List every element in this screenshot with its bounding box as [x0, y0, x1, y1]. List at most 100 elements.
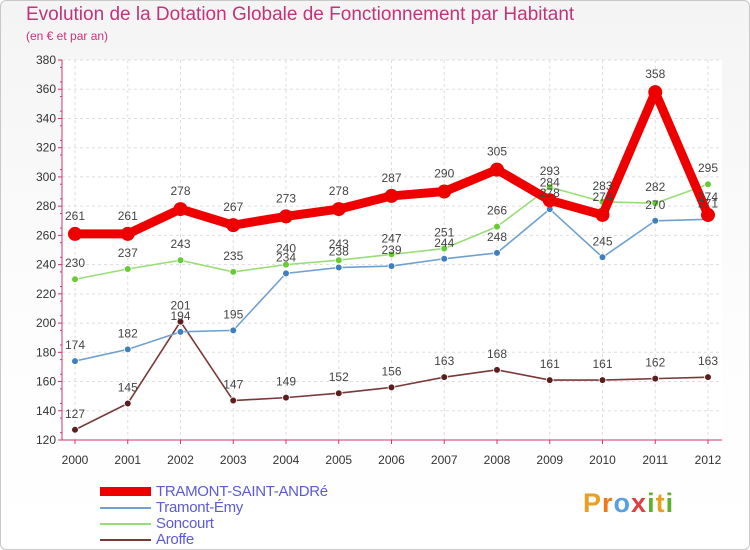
data-point-tramont-saint-andre — [68, 226, 82, 241]
x-tick-label: 2008 — [484, 453, 511, 467]
data-label-soncourt: 295 — [698, 161, 718, 175]
x-tick-label: 2003 — [220, 453, 247, 467]
data-label-soncourt: 243 — [170, 237, 190, 251]
data-point-aroffe — [440, 373, 449, 381]
logo-letter: r — [602, 488, 614, 518]
data-point-tramont-emy — [493, 249, 501, 257]
data-label-tramont-saint-andre: 278 — [329, 184, 349, 198]
data-label-tramont-saint-andre: 278 — [170, 184, 190, 198]
data-label-tramont-emy: 234 — [276, 250, 296, 264]
legend-label-soncourt: Soncourt — [156, 515, 214, 532]
data-label-aroffe: 149 — [276, 375, 296, 389]
data-point-soncourt — [704, 180, 712, 189]
x-tick-label: 2005 — [325, 453, 352, 467]
y-tick-label: 360 — [36, 82, 56, 96]
data-point-tramont-emy — [229, 326, 238, 335]
data-label-tramont-saint-andre: 358 — [645, 67, 665, 81]
data-label-tramont-emy: 194 — [170, 309, 190, 323]
data-point-soncourt — [282, 260, 290, 269]
data-label-aroffe: 168 — [487, 347, 507, 361]
x-tick-label: 2010 — [589, 453, 616, 467]
logo-letter: i — [647, 488, 656, 518]
data-point-tramont-saint-andre — [120, 226, 135, 241]
data-point-aroffe — [598, 376, 607, 384]
data-point-tramont-emy — [598, 253, 607, 262]
logo-letter: t — [655, 488, 666, 518]
data-point-tramont-emy — [651, 216, 660, 225]
data-point-tramont-emy — [334, 263, 343, 272]
data-label-tramont-emy: 248 — [487, 230, 507, 244]
data-label-tramont-saint-andre: 261 — [65, 209, 85, 223]
data-label-soncourt: 240 — [276, 242, 296, 256]
x-tick-label: 2004 — [273, 453, 300, 467]
data-point-tramont-saint-andre — [542, 193, 557, 208]
data-label-aroffe: 163 — [698, 354, 718, 368]
x-tick-label: 2011 — [642, 453, 668, 467]
data-point-soncourt — [334, 256, 343, 265]
data-point-tramont-saint-andre — [701, 207, 715, 222]
data-point-tramont-saint-andre — [173, 202, 188, 217]
legend-label-aroffe: Aroffe — [156, 531, 194, 548]
y-tick-label: 340 — [36, 111, 56, 125]
y-tick-label: 380 — [36, 53, 56, 67]
data-point-tramont-emy — [176, 328, 185, 336]
data-label-tramont-saint-andre: 290 — [434, 167, 454, 181]
data-label-soncourt: 283 — [592, 179, 612, 193]
data-point-soncourt — [71, 275, 79, 284]
data-label-soncourt: 237 — [118, 246, 138, 260]
data-label-tramont-emy: 195 — [223, 307, 243, 321]
data-label-tramont-emy: 278 — [540, 186, 560, 200]
legend-swatch-soncourt — [100, 523, 151, 525]
data-point-tramont-saint-andre — [279, 209, 293, 224]
data-label-tramont-emy: 244 — [434, 236, 454, 250]
data-label-aroffe: 152 — [329, 370, 349, 384]
data-point-soncourt — [440, 244, 449, 253]
data-label-tramont-saint-andre: 284 — [540, 175, 560, 189]
data-label-tramont-saint-andre: 273 — [276, 191, 296, 205]
data-label-aroffe: 161 — [592, 357, 612, 371]
legend-swatch-tramont-saint-andre — [100, 487, 151, 496]
data-label-aroffe: 127 — [65, 407, 85, 421]
data-point-soncourt — [176, 256, 185, 265]
data-point-tramont-saint-andre — [648, 85, 663, 100]
data-point-soncourt — [123, 265, 132, 273]
legend-label-tramont-saint-andre: TRAMONT-SAINT-ANDRé — [156, 483, 328, 500]
data-label-aroffe: 163 — [434, 354, 454, 368]
logo-letter: x — [631, 488, 648, 518]
data-label-tramont-saint-andre: 274 — [698, 190, 718, 204]
data-label-soncourt: 235 — [223, 249, 243, 263]
data-label-aroffe: 147 — [223, 378, 243, 392]
data-point-aroffe — [71, 425, 79, 434]
data-point-tramont-saint-andre — [384, 188, 399, 203]
data-label-tramont-emy: 271 — [698, 196, 718, 210]
y-tick-label: 240 — [36, 258, 56, 272]
data-point-aroffe — [334, 389, 343, 398]
data-point-aroffe — [282, 393, 290, 402]
y-tick-label: 200 — [36, 316, 56, 330]
data-label-tramont-emy: 238 — [329, 245, 349, 259]
data-point-soncourt — [545, 183, 554, 191]
y-tick-label: 140 — [36, 404, 56, 418]
data-point-soncourt — [229, 268, 238, 276]
data-label-tramont-saint-andre: 305 — [487, 145, 507, 159]
legend-swatch-aroffe — [100, 539, 151, 541]
data-label-tramont-emy: 245 — [592, 234, 612, 248]
data-point-aroffe — [123, 399, 132, 408]
y-tick-label: 320 — [36, 141, 56, 155]
legend-label-tramont-emy: Tramont-Émy — [156, 499, 243, 516]
logo-letter: o — [613, 488, 632, 518]
data-point-tramont-saint-andre — [226, 218, 241, 233]
data-point-tramont-saint-andre — [437, 184, 452, 199]
chart-title: Evolution de la Dotation Globale de Fonc… — [26, 4, 575, 25]
proxiti-logo: Proxiti — [583, 488, 674, 519]
x-tick-label: 2002 — [167, 453, 194, 467]
data-point-tramont-emy — [71, 357, 79, 365]
data-point-aroffe — [229, 396, 238, 405]
data-label-soncourt: 247 — [381, 231, 401, 245]
x-tick-label: 2000 — [62, 453, 89, 467]
data-point-tramont-emy — [282, 269, 290, 278]
data-label-aroffe: 156 — [381, 364, 401, 378]
data-label-tramont-saint-andre: 261 — [118, 209, 138, 223]
data-label-tramont-saint-andre: 274 — [592, 190, 612, 204]
data-point-soncourt — [387, 250, 396, 259]
